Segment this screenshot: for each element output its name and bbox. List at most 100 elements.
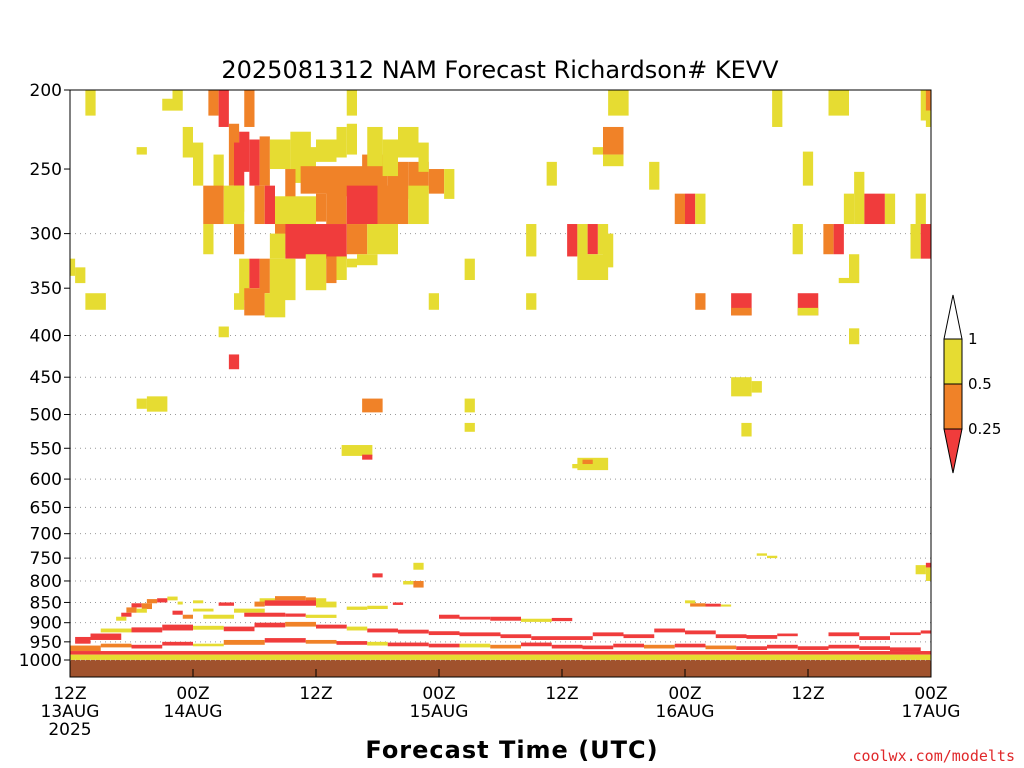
- heatmap-cell: [382, 139, 398, 177]
- heatmap-cell: [316, 193, 327, 222]
- heatmap-cell: [444, 169, 455, 199]
- heatmap-cell: [767, 555, 778, 559]
- heatmap-cell: [136, 398, 147, 409]
- heatmap-cell: [141, 603, 152, 610]
- heatmap-cell: [285, 224, 347, 259]
- colorbar-bin: [943, 338, 963, 385]
- heatmap-cell: [136, 608, 147, 613]
- heatmap-cell: [884, 193, 896, 225]
- heatmap-cell: [705, 603, 721, 607]
- heatmap-cell: [336, 126, 347, 158]
- heatmap-cell: [234, 224, 245, 255]
- heatmap-cell: [828, 644, 860, 649]
- heatmap-cell: [408, 185, 429, 225]
- heatmap-cell: [490, 644, 521, 649]
- heatmap-cell: [736, 646, 767, 650]
- heatmap-cell: [674, 643, 706, 648]
- heatmap-cell: [203, 224, 214, 255]
- heatmap-cell: [751, 381, 762, 393]
- heatmap-cell: [177, 601, 183, 605]
- y-axis: 200 250 300 350 400 450 500 550 600 650 700 750 8008…: [19, 81, 70, 671]
- heatmap-cell: [859, 646, 890, 650]
- heatmap-cell: [336, 641, 368, 645]
- heatmap-cell: [823, 224, 834, 255]
- heatmap-cell: [623, 634, 655, 639]
- heatmap-cell: [213, 154, 224, 190]
- heatmap-cell: [418, 142, 429, 172]
- heatmap-cell: [802, 151, 814, 186]
- heatmap-cell: [223, 626, 255, 632]
- y-tick-label: 800: [30, 572, 62, 592]
- heatmap-cell: [193, 608, 214, 612]
- heatmap-cell: [526, 293, 537, 310]
- heatmap-cell: [797, 307, 819, 316]
- y-tick-label: 750: [30, 549, 62, 569]
- heatmap-cell: [910, 224, 921, 259]
- heatmap-cell: [70, 645, 101, 652]
- heatmap-cell: [100, 643, 132, 648]
- heatmap-cell: [439, 614, 460, 619]
- heatmap-cell: [690, 603, 706, 607]
- heatmap-cell: [264, 185, 275, 225]
- heatmap-cell: [346, 185, 378, 225]
- heatmap-cell: [797, 646, 829, 650]
- heatmap-cell: [654, 628, 685, 633]
- heatmap-cell: [254, 185, 265, 225]
- heatmap-cell: [295, 196, 316, 228]
- heatmap-cell: [228, 354, 240, 370]
- y-tick-label: 850: [30, 593, 62, 613]
- heatmap-cell: [203, 185, 224, 225]
- heatmap-cell: [131, 627, 163, 633]
- heatmap-cell: [244, 288, 265, 316]
- heatmap-cell: [674, 193, 685, 225]
- heatmap-cell: [269, 233, 286, 259]
- x-tick-label: 13AUG: [41, 702, 100, 722]
- chart-title: 2025081312 NAM Forecast Richardson# KEVV: [221, 56, 779, 84]
- y-tick-label: 350: [30, 279, 62, 299]
- heatmap-cell: [346, 224, 368, 255]
- heatmap-cell: [644, 644, 675, 649]
- heatmap-cell: [920, 630, 931, 634]
- heatmap-cell: [305, 614, 337, 618]
- heatmap-cell: [613, 643, 644, 648]
- y-tick-label: 250: [30, 160, 62, 180]
- heatmap-cell: [398, 629, 429, 634]
- heatmap-cell: [316, 601, 337, 608]
- x-tick-label: 15AUG: [410, 702, 469, 722]
- heatmap-cell: [90, 633, 122, 640]
- heatmap-cell: [75, 267, 86, 284]
- heatmap-cell: [75, 636, 91, 644]
- heatmap-cell: [157, 598, 168, 603]
- heatmap-cell: [367, 224, 398, 255]
- heatmap-cell: [367, 628, 398, 633]
- heatmap-cell: [531, 636, 562, 640]
- heatmap-cell: [526, 224, 537, 257]
- heatmap-cell: [603, 126, 624, 155]
- heatmap-cell: [551, 617, 573, 622]
- heatmap-cell: [254, 622, 286, 628]
- heatmap-cell: [146, 396, 168, 412]
- heatmap-cell: [316, 624, 347, 629]
- heatmap-cell: [126, 607, 137, 613]
- heatmap-cell: [239, 258, 250, 301]
- heatmap-cell: [70, 258, 76, 276]
- x-tick-label: 17AUG: [902, 702, 961, 722]
- y-tick-label: 650: [30, 498, 62, 518]
- heatmap-cell: [218, 602, 234, 606]
- heatmap-cell: [234, 293, 245, 310]
- heatmap-cell: [746, 635, 778, 639]
- heatmap-cell: [859, 636, 890, 640]
- plot-frame: [69, 89, 932, 678]
- heatmap-cell: [223, 639, 265, 645]
- heatmap-cell: [367, 641, 388, 646]
- heatmap-cell: [551, 644, 583, 649]
- heatmap-cell: [464, 398, 475, 413]
- x-tick-label: 12Z: [53, 684, 86, 704]
- x-axis-label: Forecast Time (UTC): [365, 736, 658, 764]
- heatmap-cell: [285, 169, 296, 199]
- heatmap-cell: [100, 628, 132, 633]
- heatmap-cell: [925, 110, 931, 127]
- heatmap-cell: [592, 632, 624, 637]
- heatmap-cell: [326, 185, 347, 225]
